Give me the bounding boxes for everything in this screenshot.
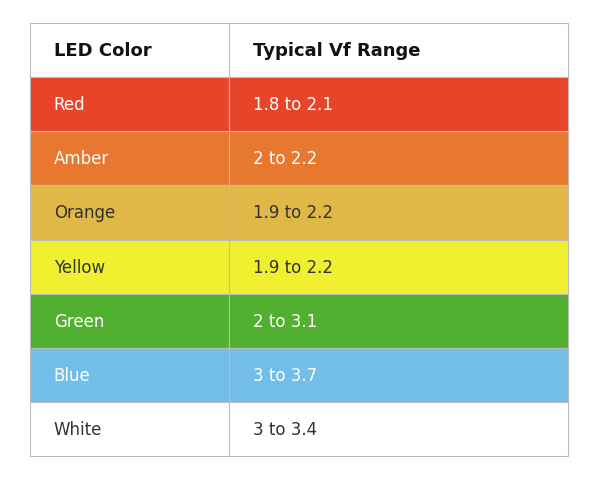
Bar: [30, 78, 229, 132]
Text: Orange: Orange: [54, 204, 115, 222]
Bar: [229, 132, 568, 186]
Text: 1.8 to 2.1: 1.8 to 2.1: [253, 96, 332, 114]
Bar: [30, 24, 229, 78]
Bar: [229, 240, 568, 294]
Bar: [229, 78, 568, 132]
Text: 3 to 3.4: 3 to 3.4: [253, 420, 317, 438]
Text: White: White: [54, 420, 102, 438]
Text: LED Color: LED Color: [54, 42, 151, 60]
Bar: [229, 402, 568, 456]
Text: 2 to 2.2: 2 to 2.2: [253, 150, 317, 168]
Text: 1.9 to 2.2: 1.9 to 2.2: [253, 258, 332, 276]
Text: 2 to 3.1: 2 to 3.1: [253, 312, 317, 330]
Text: Typical Vf Range: Typical Vf Range: [253, 42, 420, 60]
Text: Green: Green: [54, 312, 104, 330]
Text: Yellow: Yellow: [54, 258, 105, 276]
Bar: [229, 24, 568, 78]
Text: Red: Red: [54, 96, 86, 114]
Text: Blue: Blue: [54, 366, 90, 384]
Bar: [229, 348, 568, 402]
Bar: [30, 132, 229, 186]
Text: Amber: Amber: [54, 150, 109, 168]
Bar: [229, 186, 568, 240]
Bar: [30, 240, 229, 294]
Bar: [30, 294, 229, 348]
Bar: [30, 348, 229, 402]
Bar: [30, 186, 229, 240]
Bar: [229, 294, 568, 348]
Bar: [30, 402, 229, 456]
Text: 1.9 to 2.2: 1.9 to 2.2: [253, 204, 332, 222]
Text: 3 to 3.7: 3 to 3.7: [253, 366, 317, 384]
